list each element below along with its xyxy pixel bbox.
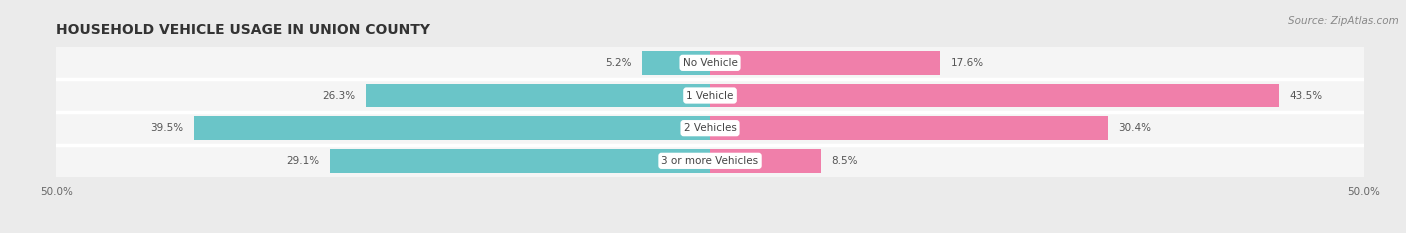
Bar: [56, 47, 1364, 79]
Bar: [329, 149, 710, 173]
Text: 8.5%: 8.5%: [831, 156, 858, 166]
Bar: [56, 79, 1364, 112]
Bar: [710, 116, 1108, 140]
Bar: [710, 51, 941, 75]
Bar: [56, 112, 1364, 144]
Text: 29.1%: 29.1%: [285, 156, 319, 166]
Text: 43.5%: 43.5%: [1289, 90, 1323, 100]
Text: 26.3%: 26.3%: [322, 90, 356, 100]
Text: 3 or more Vehicles: 3 or more Vehicles: [661, 156, 759, 166]
Bar: [710, 84, 1279, 107]
Text: HOUSEHOLD VEHICLE USAGE IN UNION COUNTY: HOUSEHOLD VEHICLE USAGE IN UNION COUNTY: [56, 23, 430, 37]
Text: 30.4%: 30.4%: [1118, 123, 1152, 133]
Text: 5.2%: 5.2%: [605, 58, 631, 68]
Bar: [56, 144, 1364, 177]
Text: 17.6%: 17.6%: [950, 58, 984, 68]
Text: 39.5%: 39.5%: [150, 123, 183, 133]
Text: 1 Vehicle: 1 Vehicle: [686, 90, 734, 100]
Text: 2 Vehicles: 2 Vehicles: [683, 123, 737, 133]
Bar: [194, 116, 710, 140]
Bar: [643, 51, 710, 75]
Text: Source: ZipAtlas.com: Source: ZipAtlas.com: [1288, 16, 1399, 26]
Text: No Vehicle: No Vehicle: [682, 58, 738, 68]
Bar: [366, 84, 710, 107]
Bar: [710, 149, 821, 173]
